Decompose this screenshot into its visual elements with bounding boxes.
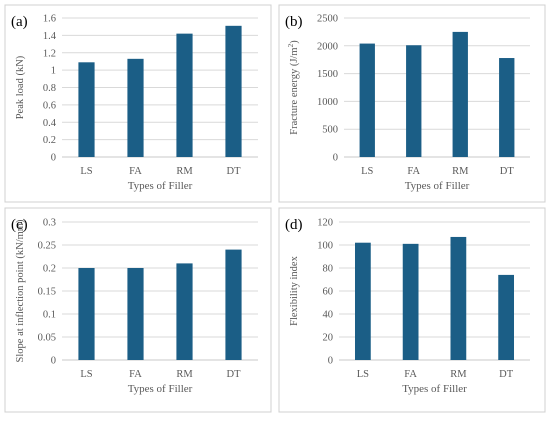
x-tick-label: DT bbox=[227, 369, 242, 380]
y-tick-label: 1.2 bbox=[43, 48, 56, 59]
y-tick-label: 0.3 bbox=[43, 218, 56, 229]
bar-ls bbox=[359, 43, 375, 157]
bar-ls bbox=[354, 242, 371, 360]
y-tick-label: 2000 bbox=[317, 41, 338, 52]
x-tick-label: FA bbox=[404, 369, 417, 380]
y-tick-label: 1 bbox=[51, 66, 56, 77]
x-tick-label: RM bbox=[450, 369, 467, 380]
bar-fa bbox=[127, 58, 144, 157]
x-tick-label: DT bbox=[500, 166, 515, 177]
panel-label: (c) bbox=[11, 217, 28, 233]
y-tick-label: 0.15 bbox=[38, 287, 56, 298]
y-tick-label: 100 bbox=[317, 241, 333, 252]
bar-fa bbox=[127, 268, 144, 360]
y-tick-label: 500 bbox=[322, 125, 338, 136]
x-tick-label: FA bbox=[129, 166, 142, 177]
x-tick-label: RM bbox=[176, 369, 193, 380]
y-tick-label: 0 bbox=[51, 356, 56, 367]
x-axis-title: Types of Filler bbox=[128, 180, 193, 192]
x-axis-title: Types of Filler bbox=[128, 383, 193, 395]
y-axis-title: Slope at inflection point (kN/mm) bbox=[15, 219, 26, 362]
bar-dt bbox=[225, 25, 242, 157]
bar-rm bbox=[452, 31, 468, 157]
y-tick-label: 0.25 bbox=[38, 241, 56, 252]
y-axis-title: Peak load (kN) bbox=[15, 55, 26, 119]
y-axis-title: Fracture energy (J/m2) bbox=[286, 40, 301, 135]
chart-panel-4: (d) 0 20 40 60 80 100 120 LS FA RM DT Types of Fille… bbox=[278, 207, 546, 413]
panel-label: (b) bbox=[285, 14, 303, 30]
x-tick-label: RM bbox=[176, 166, 193, 177]
x-tick-label: LS bbox=[357, 369, 369, 380]
y-tick-label: 0.8 bbox=[43, 83, 56, 94]
y-tick-label: 2500 bbox=[317, 14, 338, 25]
x-axis-title: Types of Filler bbox=[405, 180, 470, 192]
x-tick-label: LS bbox=[361, 166, 373, 177]
x-tick-label: RM bbox=[452, 166, 469, 177]
y-tick-label: 40 bbox=[323, 310, 334, 321]
x-tick-label: DT bbox=[499, 369, 514, 380]
chart-panel-2: (b) 0 500 1000 1500 2000 2500 LS FA RM DT Types of … bbox=[278, 4, 546, 203]
bar-ls bbox=[78, 268, 95, 360]
bar-dt bbox=[499, 58, 515, 158]
x-tick-label: DT bbox=[227, 166, 242, 177]
y-tick-label: 80 bbox=[323, 264, 334, 275]
x-tick-label: LS bbox=[80, 369, 92, 380]
y-tick-label: 60 bbox=[323, 287, 334, 298]
y-tick-label: 0 bbox=[333, 153, 338, 164]
y-tick-label: 0.2 bbox=[43, 264, 56, 275]
panel-label: (a) bbox=[11, 14, 28, 30]
y-tick-label: 0 bbox=[51, 153, 56, 164]
y-tick-label: 20 bbox=[323, 333, 334, 344]
y-tick-label: 1000 bbox=[317, 97, 338, 108]
x-axis-title: Types of Filler bbox=[402, 383, 467, 395]
y-tick-label: 0.6 bbox=[43, 100, 56, 111]
y-tick-label: 120 bbox=[317, 218, 333, 229]
y-tick-label: 1.6 bbox=[43, 14, 56, 25]
bar-rm bbox=[176, 33, 193, 158]
bar-fa bbox=[402, 243, 419, 360]
chart-panel-1: (a) 0 0.2 0.4 0.6 0.8 1 1.2 1.4 1.6 LS FA RM DT Types … bbox=[4, 4, 272, 203]
bar-fa bbox=[406, 45, 422, 157]
y-tick-label: 1500 bbox=[317, 69, 338, 80]
y-tick-label: 0.4 bbox=[43, 118, 57, 129]
bar-dt bbox=[498, 274, 515, 360]
panel-label: (d) bbox=[285, 217, 303, 233]
x-tick-label: LS bbox=[80, 166, 92, 177]
y-axis-title: Flexibility index bbox=[289, 255, 300, 325]
y-tick-label: 1.4 bbox=[43, 31, 57, 42]
chart-panel-3: (c) 0 0.05 0.1 0.15 0.2 0.25 0.3 LS FA RM DT Types o… bbox=[4, 207, 272, 413]
y-tick-label: 0 bbox=[328, 356, 333, 367]
y-tick-label: 0.05 bbox=[38, 333, 56, 344]
bar-ls bbox=[78, 62, 95, 157]
x-tick-label: FA bbox=[407, 166, 420, 177]
bar-dt bbox=[225, 249, 242, 360]
bar-rm bbox=[176, 263, 193, 360]
y-tick-label: 0.2 bbox=[43, 135, 56, 146]
bar-rm bbox=[450, 236, 467, 360]
y-tick-label: 0.1 bbox=[43, 310, 56, 321]
x-tick-label: FA bbox=[129, 369, 142, 380]
